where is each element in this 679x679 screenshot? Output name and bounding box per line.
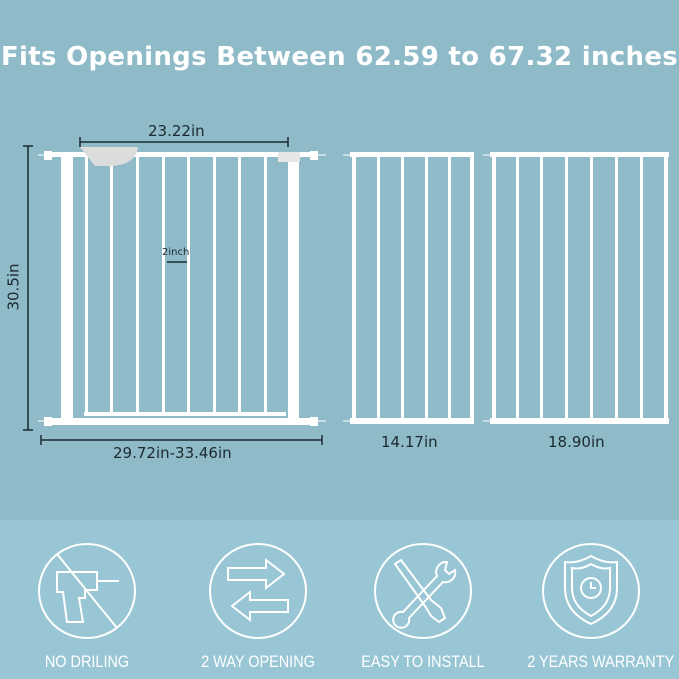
tools-icon [374, 543, 472, 639]
door-width-label: 23.22in [148, 122, 205, 140]
two-way-arrows-icon [209, 543, 307, 639]
headline: Fits Openings Between 62.59 to 67.32 inc… [0, 42, 679, 72]
gate-diagram [23, 137, 669, 445]
bar-spacing-label: 2inch [162, 247, 190, 258]
gate-width-label: 29.72in-33.46in [113, 444, 232, 462]
feature-label: EASY TO INSTALL [361, 652, 485, 671]
shield-clock-icon [542, 543, 640, 639]
height-label: 30.5in [4, 263, 23, 311]
feature-label: 2 YEARS WARRANTY [527, 652, 675, 671]
feature-easy-install: EASY TO INSTALL [348, 542, 498, 672]
feature-two-way: 2 WAY OPENING [183, 542, 333, 672]
no-drill-icon [38, 543, 136, 639]
extension-large-label: 18.90in [548, 433, 605, 451]
feature-warranty: 2 YEARS WARRANTY [516, 542, 675, 672]
latch-catch [278, 152, 300, 162]
extension-small-label: 14.17in [381, 433, 438, 451]
feature-no-drilling: NO DRILING [12, 542, 162, 672]
feature-label: 2 WAY OPENING [201, 652, 315, 671]
feature-label: NO DRILING [44, 652, 130, 671]
latch-handle [80, 147, 138, 166]
